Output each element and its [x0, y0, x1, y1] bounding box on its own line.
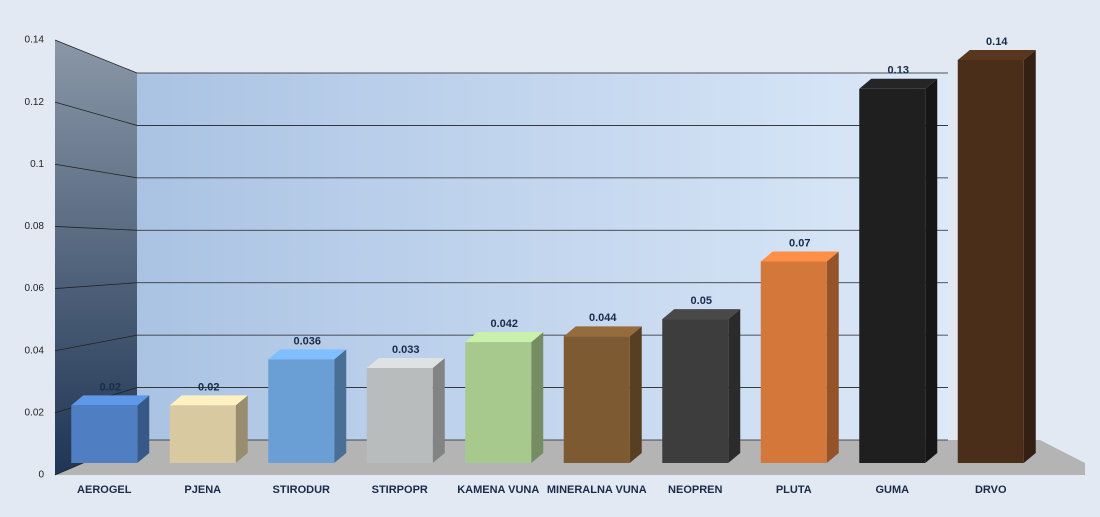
y-tick-label: 0.06: [25, 283, 45, 294]
bar-side: [1023, 50, 1036, 463]
bar: [71, 405, 138, 463]
side-wall: [55, 40, 137, 475]
value-label: 0.033: [392, 344, 420, 356]
value-label: 0.05: [691, 295, 712, 307]
x-tick-label: DRVO: [975, 484, 1007, 496]
value-label: 0.02: [100, 381, 121, 393]
x-tick-label: PLUTA: [776, 484, 812, 496]
bar: [563, 336, 630, 463]
bar-side: [925, 78, 938, 464]
grid-line: [54, 163, 138, 179]
value-label: 0.042: [490, 318, 518, 330]
x-tick-label: NEOPREN: [668, 484, 722, 496]
bar-top: [957, 50, 1036, 60]
y-tick-label: 0.04: [25, 345, 45, 356]
value-label: 0.036: [293, 335, 321, 347]
bar-top: [169, 395, 248, 406]
x-tick-label: KAMENA VUNA: [457, 484, 539, 496]
y-tick-label: 0.12: [25, 97, 45, 108]
bar-top: [71, 395, 150, 406]
y-tick-label: 0: [38, 470, 44, 481]
bar-side: [728, 309, 741, 463]
value-label: 0.044: [589, 312, 617, 324]
bar-side: [826, 251, 839, 463]
grid-line: [54, 39, 138, 74]
y-tick-label: 0.08: [25, 221, 45, 232]
bar: [760, 261, 827, 463]
bar-top: [662, 309, 741, 320]
y-tick-label: 0.02: [25, 407, 45, 418]
grid-line: [54, 101, 138, 126]
value-label: 0.14: [986, 36, 1008, 48]
bar-side: [531, 332, 544, 463]
bar-side: [334, 349, 347, 463]
value-label: 0.07: [789, 237, 810, 249]
bar-side: [629, 326, 642, 463]
value-label: 0.13: [888, 65, 909, 77]
x-tick-label: STIRPOPR: [372, 484, 428, 496]
bar-side: [432, 358, 445, 463]
bar: [957, 60, 1024, 463]
bar: [465, 342, 532, 463]
bar: [859, 88, 926, 464]
x-tick-label: GUMA: [875, 484, 909, 496]
x-tick-label: PJENA: [184, 484, 221, 496]
bar: [268, 359, 335, 463]
bar: [662, 319, 729, 463]
bar-side: [235, 395, 248, 463]
bar-top: [366, 358, 445, 369]
x-tick-label: MINERALNA VUNA: [547, 484, 647, 496]
grid-line: [54, 282, 138, 289]
x-tick-label: AEROGEL: [77, 484, 132, 496]
bar-top: [859, 78, 938, 89]
x-tick-label: STIRODUR: [273, 484, 331, 496]
bar-top: [563, 326, 642, 337]
bar-top: [465, 332, 544, 343]
y-tick-label: 0.14: [25, 35, 45, 46]
bar-side: [137, 395, 150, 463]
grid-line: [54, 226, 138, 231]
grid-line: [54, 334, 138, 352]
bar-top: [760, 251, 839, 262]
value-label: 0.02: [198, 381, 219, 393]
y-tick-label: 0.1: [30, 159, 44, 170]
bar: [366, 368, 433, 463]
bar: [169, 405, 236, 463]
bar-top: [268, 349, 347, 360]
